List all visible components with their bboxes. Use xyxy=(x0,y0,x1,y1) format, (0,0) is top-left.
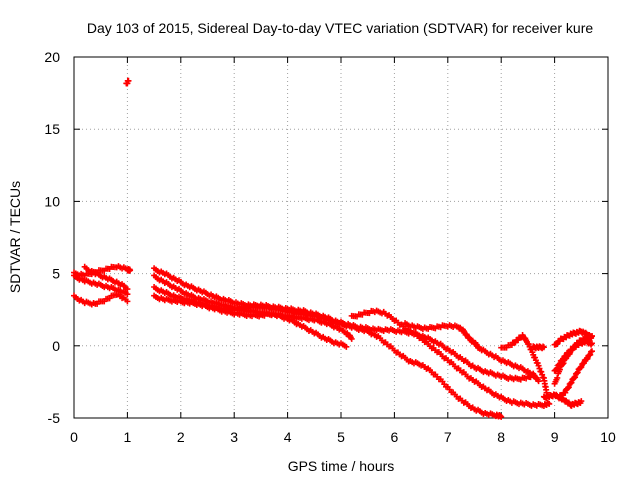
axis-ticks: 0 1 2 3 4 5 6 7 8 9 10 -5 0 5 10 15 20 xyxy=(44,49,616,445)
series-track-j xyxy=(402,320,542,385)
data-point xyxy=(543,389,550,396)
data-point xyxy=(588,340,595,347)
data-point xyxy=(578,364,585,371)
series-track-p xyxy=(556,348,595,399)
x-tick-label: 5 xyxy=(337,429,345,445)
data-point xyxy=(588,348,595,355)
x-tick-label: 7 xyxy=(444,429,452,445)
series-track-b xyxy=(71,272,131,298)
data-point xyxy=(343,343,350,350)
data-point xyxy=(536,365,543,372)
data-point xyxy=(539,371,546,378)
x-tick-label: 1 xyxy=(124,429,132,445)
x-tick-label: 10 xyxy=(600,429,616,445)
y-tick-label: -5 xyxy=(48,410,61,426)
grid xyxy=(74,57,608,418)
data-point xyxy=(124,286,131,293)
data-point xyxy=(584,355,591,362)
data-point xyxy=(565,384,572,391)
data-point xyxy=(554,365,561,372)
data-point xyxy=(348,335,355,342)
y-tick-label: 0 xyxy=(52,338,60,354)
y-tick-label: 5 xyxy=(52,266,60,282)
data-point xyxy=(568,379,575,386)
data-point xyxy=(572,374,579,381)
data-point xyxy=(556,360,563,367)
data-point xyxy=(497,412,504,419)
data-point xyxy=(578,398,585,405)
series-track-q xyxy=(540,391,585,409)
data-point xyxy=(124,298,131,305)
series-track-i xyxy=(348,307,553,410)
series-track-a xyxy=(71,291,131,308)
series-track-o xyxy=(551,337,595,374)
x-tick-label: 4 xyxy=(284,429,292,445)
data-point xyxy=(588,333,595,340)
data-point xyxy=(554,374,561,381)
y-tick-label: 10 xyxy=(44,193,60,209)
x-tick-label: 8 xyxy=(497,429,505,445)
y-axis-label: SDTVAR / TECUs xyxy=(7,181,23,293)
data-point xyxy=(546,400,553,407)
data-point xyxy=(560,356,567,363)
data-point xyxy=(562,389,569,396)
data-point xyxy=(574,369,581,376)
x-axis-label: GPS time / hours xyxy=(288,458,395,474)
x-tick-label: 9 xyxy=(551,429,559,445)
x-tick-label: 0 xyxy=(70,429,78,445)
data-point xyxy=(540,344,547,351)
series-track-k xyxy=(498,331,550,396)
series-outlier xyxy=(123,77,132,87)
data-point xyxy=(538,368,545,375)
series-track-h xyxy=(151,265,537,383)
x-tick-label: 6 xyxy=(391,429,399,445)
data-point xyxy=(125,77,132,84)
data-point xyxy=(580,360,587,367)
data-point xyxy=(124,291,131,298)
chart-title: Day 103 of 2015, Sidereal Day-to-day VTE… xyxy=(87,20,593,36)
series-track-l xyxy=(530,343,547,352)
series-track-d xyxy=(81,263,131,293)
y-tick-label: 15 xyxy=(44,121,60,137)
data-point xyxy=(535,378,542,385)
data-point xyxy=(127,267,134,274)
data-point xyxy=(498,413,505,420)
data-points xyxy=(71,77,595,420)
y-tick-label: 20 xyxy=(44,49,60,65)
data-point xyxy=(587,351,594,358)
data-point xyxy=(535,362,542,369)
x-tick-label: 3 xyxy=(230,429,238,445)
x-tick-label: 2 xyxy=(177,429,185,445)
